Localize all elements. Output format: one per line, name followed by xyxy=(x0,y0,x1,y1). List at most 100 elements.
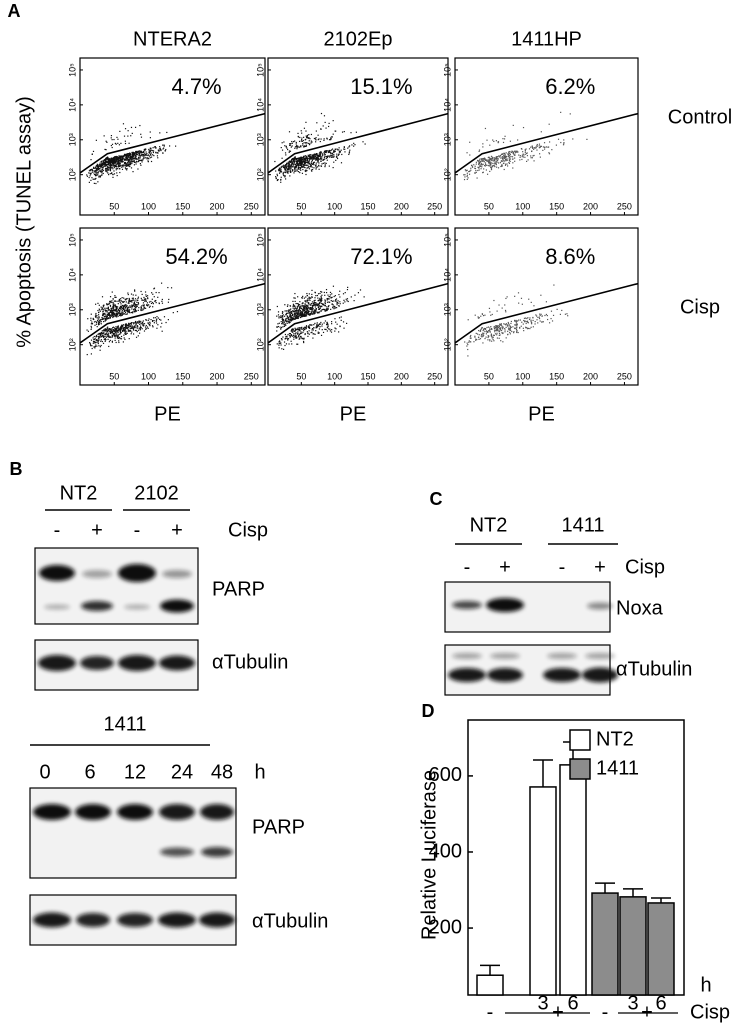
event-dot xyxy=(318,162,319,163)
event-dot xyxy=(304,163,305,164)
event-dot xyxy=(298,316,299,317)
event-dot xyxy=(177,311,178,312)
event-dot xyxy=(296,162,297,163)
event-dot xyxy=(324,295,325,296)
event-dot xyxy=(152,325,153,326)
event-dot xyxy=(97,303,98,304)
event-dot xyxy=(117,175,118,176)
event-dot xyxy=(298,336,299,337)
event-dot xyxy=(333,162,334,163)
event-dot xyxy=(320,322,321,323)
event-dot xyxy=(132,158,133,159)
event-dot xyxy=(126,308,127,309)
event-dot xyxy=(514,155,515,156)
event-dot xyxy=(285,314,286,315)
event-dot xyxy=(152,302,153,303)
event-dot xyxy=(120,298,121,299)
event-dot xyxy=(318,158,319,159)
event-dot xyxy=(302,332,303,333)
event-dot xyxy=(301,137,302,138)
event-dot xyxy=(313,324,314,325)
event-dot xyxy=(278,326,279,327)
event-dot xyxy=(312,307,313,308)
event-dot xyxy=(147,295,148,296)
event-dot xyxy=(536,315,537,316)
event-dot xyxy=(133,326,134,327)
event-dot xyxy=(161,301,162,302)
event-dot xyxy=(353,146,354,147)
event-dot xyxy=(131,293,132,294)
event-dot xyxy=(153,320,154,321)
event-dot xyxy=(137,325,138,326)
event-dot xyxy=(294,166,295,167)
event-dot xyxy=(489,311,490,312)
event-dot xyxy=(502,156,503,157)
event-dot xyxy=(346,299,347,300)
event-dot xyxy=(529,317,530,318)
event-dot xyxy=(281,177,282,178)
x-tick-label: 200 xyxy=(583,201,598,211)
event-dot xyxy=(485,159,486,160)
event-dot xyxy=(480,330,481,331)
event-dot xyxy=(292,314,293,315)
event-dot xyxy=(509,160,510,161)
event-dot xyxy=(482,313,483,314)
event-dot xyxy=(327,299,328,300)
event-dot xyxy=(325,310,326,311)
event-dot xyxy=(292,319,293,320)
event-dot xyxy=(302,163,303,164)
event-dot xyxy=(525,148,526,149)
event-dot xyxy=(313,162,314,163)
event-dot xyxy=(95,171,96,172)
event-dot xyxy=(311,169,312,170)
event-dot xyxy=(91,340,92,341)
event-dot xyxy=(282,326,283,327)
event-dot xyxy=(285,152,286,153)
event-dot xyxy=(128,307,129,308)
blot-band xyxy=(80,656,114,670)
event-dot xyxy=(491,159,492,160)
event-dot xyxy=(117,314,118,315)
event-dot xyxy=(139,329,140,330)
event-dot xyxy=(112,139,113,140)
event-dot xyxy=(148,152,149,153)
event-dot xyxy=(106,141,107,142)
event-dot xyxy=(142,294,143,295)
event-dot xyxy=(156,328,157,329)
event-dot xyxy=(126,333,127,334)
event-dot xyxy=(133,333,134,334)
event-dot xyxy=(509,324,510,325)
event-dot xyxy=(159,146,160,147)
event-dot xyxy=(137,161,138,162)
event-dot xyxy=(304,303,305,304)
event-dot xyxy=(129,312,130,313)
event-dot xyxy=(109,159,110,160)
x-tick-label: 150 xyxy=(549,201,564,211)
event-dot xyxy=(335,300,336,301)
event-dot xyxy=(305,142,306,143)
event-dot xyxy=(309,330,310,331)
sign-label: - xyxy=(54,519,61,541)
event-dot xyxy=(152,321,153,322)
event-dot xyxy=(331,149,332,150)
event-dot xyxy=(152,326,153,327)
event-dot xyxy=(292,169,293,170)
event-dot xyxy=(134,158,135,159)
event-dot xyxy=(303,167,304,168)
event-dot xyxy=(499,326,500,327)
event-dot xyxy=(324,302,325,303)
event-dot xyxy=(492,166,493,167)
event-dot xyxy=(312,309,313,310)
event-dot xyxy=(494,330,495,331)
event-dot xyxy=(102,169,103,170)
event-dot xyxy=(294,140,295,141)
group-label: 1411 xyxy=(561,514,604,536)
event-dot xyxy=(309,154,310,155)
event-dot xyxy=(540,295,541,296)
event-dot xyxy=(311,134,312,135)
event-dot xyxy=(294,157,295,158)
event-dot xyxy=(319,332,320,333)
event-dot xyxy=(518,154,519,155)
event-dot xyxy=(303,330,304,331)
event-dot xyxy=(145,154,146,155)
